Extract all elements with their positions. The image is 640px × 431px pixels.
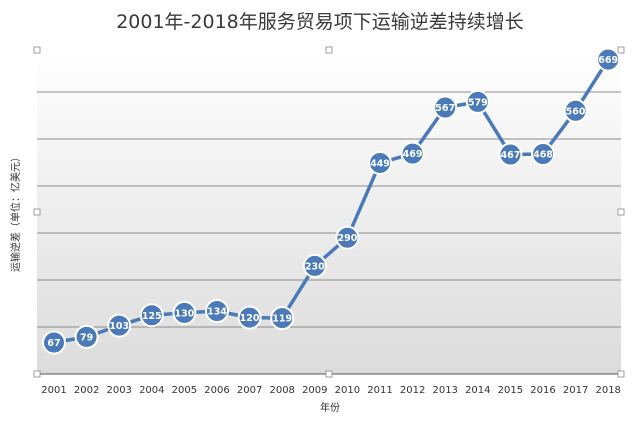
data-label: 467 [500,150,520,161]
resize-handle[interactable] [325,370,333,378]
data-label: 119 [272,314,292,325]
x-axis-ticks: 2001 2002 2003 2004 2005 2006 2007 2008 2009 2010… [41,385,621,396]
data-label: 290 [337,233,357,244]
x-tick-label: 2009 [302,385,327,396]
x-tick-label: 2004 [139,385,164,396]
resize-handle[interactable] [33,46,41,54]
data-point: 125 [139,303,164,328]
data-label: 567 [435,103,455,114]
data-marker [107,313,132,338]
x-tick-label: 2018 [595,385,620,396]
resize-handle[interactable] [33,370,41,378]
x-tick-label: 2011 [367,385,392,396]
x-tick-label: 2012 [400,385,425,396]
data-point: 103 [107,313,132,338]
gridlines [37,91,621,375]
data-marker [42,330,66,355]
resize-handle[interactable] [33,208,41,216]
data-point: 134 [205,299,229,324]
data-label: 579 [468,97,488,108]
resize-handle[interactable] [617,208,625,216]
data-point: 467 [498,142,523,167]
data-marker [498,142,523,167]
data-label: 103 [109,321,129,332]
data-marker [465,89,490,114]
data-point: 449 [368,150,392,175]
data-point: 567 [433,95,458,120]
data-point: 130 [172,300,197,325]
data-point: 119 [270,306,295,331]
data-label: 230 [305,261,325,272]
data-marker [335,225,360,250]
data-marker [205,299,229,324]
data-point: 579 [465,89,490,114]
x-tick-label: 2010 [335,385,360,396]
x-tick-label: 2005 [172,385,197,396]
data-point: 79 [74,324,99,349]
data-marker [433,95,458,120]
data-marker [368,150,392,175]
data-label: 120 [240,313,260,324]
x-tick-label: 2008 [269,385,294,396]
data-marker [531,142,555,167]
y-axis-label: 运输逆差（单位：亿美元） [9,152,22,272]
x-tick-label: 2003 [106,385,131,396]
data-point: 469 [400,141,425,166]
data-point: 230 [302,253,327,278]
data-label: 468 [533,150,553,161]
data-label: 79 [80,332,93,343]
data-point: 560 [563,98,588,123]
x-tick-label: 2015 [498,385,523,396]
resize-handle[interactable] [617,370,625,378]
resize-handle[interactable] [325,46,333,54]
x-tick-label: 2016 [530,385,555,396]
data-label: 134 [207,307,227,318]
data-points: 67 79 103 125 130 134 120 119 230 290 449 469 567 579… [42,47,621,355]
data-label: 469 [403,149,423,160]
x-tick-label: 2002 [74,385,99,396]
selection-handles [33,46,625,378]
data-marker [400,141,425,166]
data-marker [237,305,262,330]
data-label: 449 [370,158,390,169]
data-label: 130 [174,308,194,319]
data-marker [596,47,621,72]
data-point: 468 [531,142,555,167]
data-point: 669 [596,47,621,72]
x-tick-label: 2001 [41,385,66,396]
data-point: 120 [237,305,262,330]
data-point: 290 [335,225,360,250]
x-tick-label: 2013 [432,385,457,396]
chart-title: 2001年-2018年服务贸易项下运输逆差持续增长 [116,11,524,33]
data-marker [139,303,164,328]
resize-handle[interactable] [617,46,625,54]
data-marker [270,306,295,331]
data-label: 125 [142,311,162,322]
data-marker [74,324,99,349]
data-marker [172,300,197,325]
x-tick-label: 2014 [465,385,490,396]
data-point: 67 [42,330,66,355]
x-tick-label: 2017 [563,385,588,396]
x-tick-label: 2007 [237,385,262,396]
data-marker [302,253,327,278]
x-tick-label: 2006 [204,385,229,396]
data-label: 560 [566,106,586,117]
x-axis-label: 年份 [320,401,340,414]
data-label: 67 [47,338,60,349]
data-marker [563,98,588,123]
data-label: 669 [598,55,618,66]
